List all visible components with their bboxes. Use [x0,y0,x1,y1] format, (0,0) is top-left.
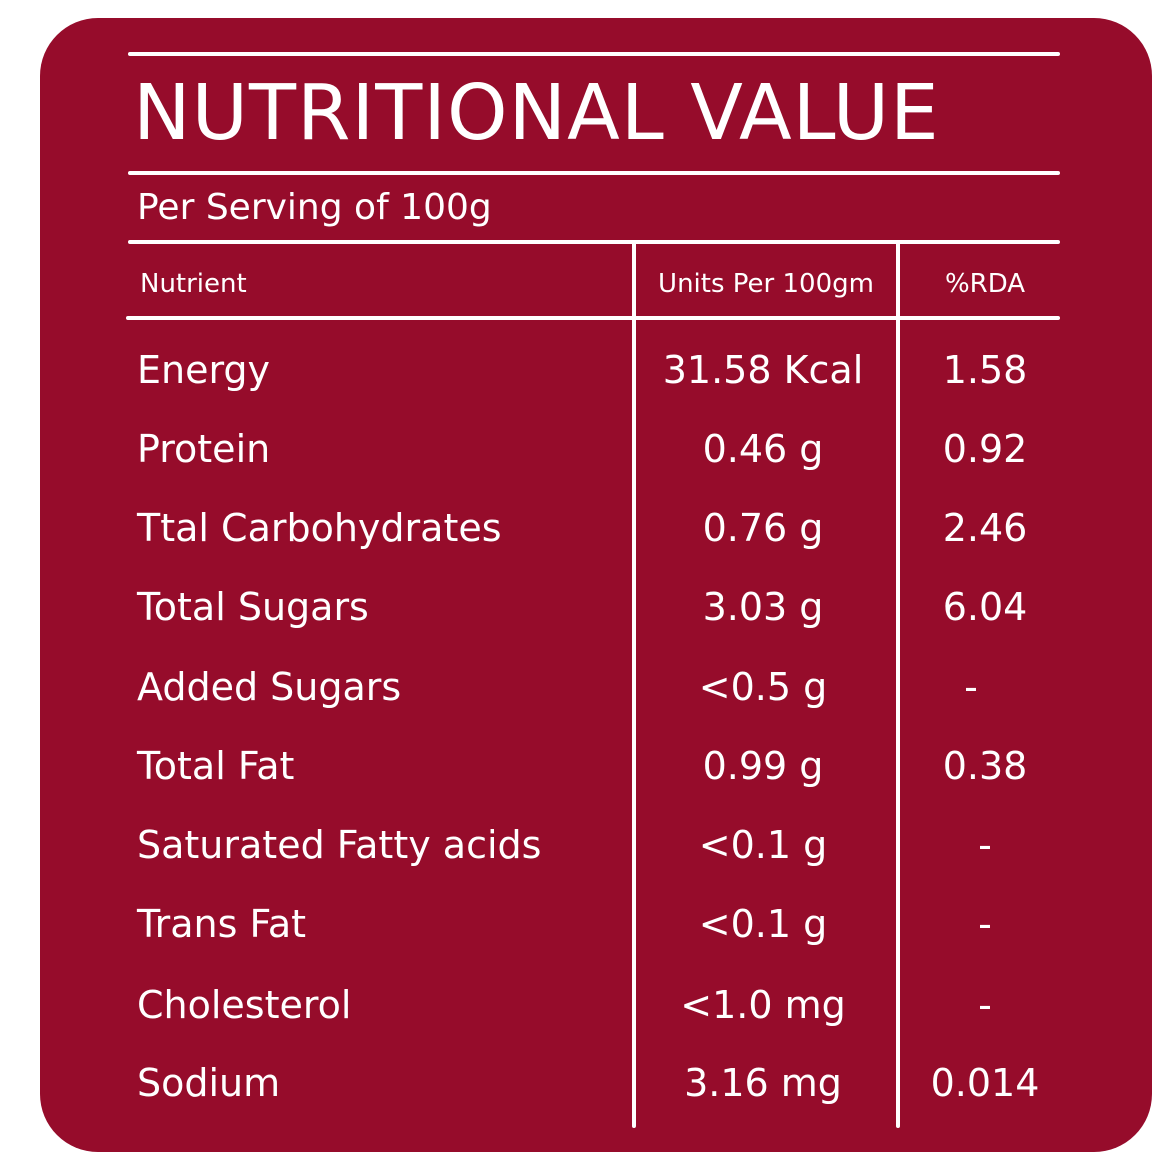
nutrient-name: Sodium [137,1061,281,1105]
nutrient-rda: 6.04 [942,585,1028,629]
column-divider-1 [632,242,636,1128]
nutrient-name: Trans Fat [137,902,307,946]
nutrient-rda: - [978,902,992,946]
nutrient-name: Added Sugars [137,665,402,709]
nutrient-units: <0.1 g [698,823,828,867]
column-header-rda: %RDA [944,269,1026,299]
label-title: NUTRITIONAL VALUE [133,69,940,158]
nutrient-units: 31.58 Kcal [662,348,864,392]
nutrient-name: Total Fat [137,744,295,788]
nutrient-rda: - [964,665,978,709]
nutrient-name: Protein [137,427,271,471]
nutrient-units: <0.1 g [698,902,828,946]
nutrition-label-card [40,18,1152,1152]
nutrient-units: 0.76 g [702,506,824,550]
nutrient-rda: - [978,823,992,867]
nutrient-name: Cholesterol [137,983,352,1027]
serving-size: Per Serving of 100g [137,187,492,228]
nutrient-rda: 2.46 [942,506,1028,550]
nutrient-name: Energy [137,348,271,392]
nutrient-name: Total Sugars [137,585,369,629]
header-rule [126,316,1060,320]
column-header-units: Units Per 100gm [658,269,874,299]
nutrient-rda: 0.38 [942,744,1028,788]
nutrient-units: 3.03 g [702,585,824,629]
serving-rule [128,240,1060,244]
top-rule [128,52,1060,56]
nutrient-units: 0.99 g [702,744,824,788]
title-rule [128,171,1060,175]
nutrient-units: <1.0 mg [680,983,846,1027]
nutrient-rda: - [978,983,992,1027]
nutrient-units: 0.46 g [702,427,824,471]
nutrient-units: <0.5 g [698,665,828,709]
nutrient-name: Saturated Fatty acids [137,823,542,867]
column-divider-2 [896,242,900,1128]
nutrient-rda: 0.014 [930,1061,1040,1105]
nutrient-rda: 1.58 [942,348,1028,392]
nutrient-name: Ttal Carbohydrates [137,506,502,550]
nutrient-units: 3.16 mg [684,1061,842,1105]
column-header-nutrient: Nutrient [140,269,247,299]
nutrient-rda: 0.92 [942,427,1028,471]
